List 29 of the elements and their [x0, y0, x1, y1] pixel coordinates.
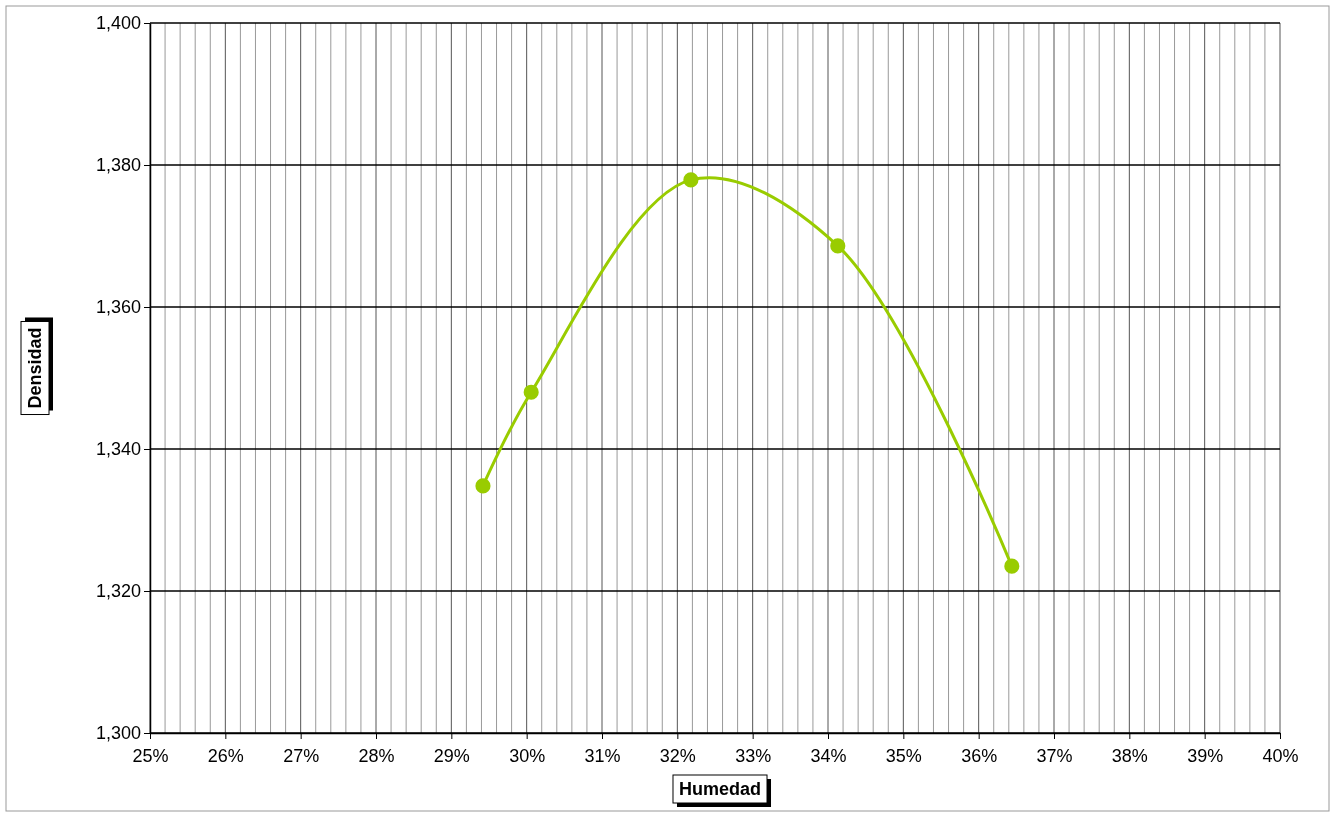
- x-axis-title: Humedad: [678, 779, 762, 800]
- x-tick-label: 25%: [132, 745, 169, 766]
- x-tick-label: 39%: [1187, 745, 1224, 766]
- x-tick-label: 40%: [1262, 745, 1299, 766]
- x-tick-label: 34%: [810, 745, 847, 766]
- x-tick-label: 28%: [358, 745, 395, 766]
- point: [523, 384, 539, 400]
- x-tick-label: 29%: [433, 745, 470, 766]
- y-tick-label: 1,320: [95, 581, 141, 602]
- x-tick-label: 36%: [961, 745, 998, 766]
- point: [1004, 558, 1020, 574]
- point: [475, 478, 491, 494]
- y-tick-label: 1,300: [95, 723, 141, 744]
- x-tick-label: 35%: [885, 745, 922, 766]
- x-tick-label: 33%: [735, 745, 772, 766]
- point: [830, 238, 846, 254]
- x-tick-label: 32%: [659, 745, 696, 766]
- y-tick-label: 1,400: [95, 13, 141, 34]
- point: [683, 172, 699, 188]
- y-tick-label: 1,340: [95, 439, 141, 460]
- y-tick-label: 1,360: [95, 297, 141, 318]
- x-tick-label: 38%: [1111, 745, 1148, 766]
- y-axis-title: Densidad: [25, 327, 46, 409]
- x-tick-label: 31%: [584, 745, 621, 766]
- y-tick-label: 1,380: [95, 155, 141, 176]
- x-tick-label: 30%: [509, 745, 546, 766]
- x-tick-label: 27%: [283, 745, 320, 766]
- x-tick-label: 26%: [207, 745, 244, 766]
- x-tick-label: 37%: [1036, 745, 1073, 766]
